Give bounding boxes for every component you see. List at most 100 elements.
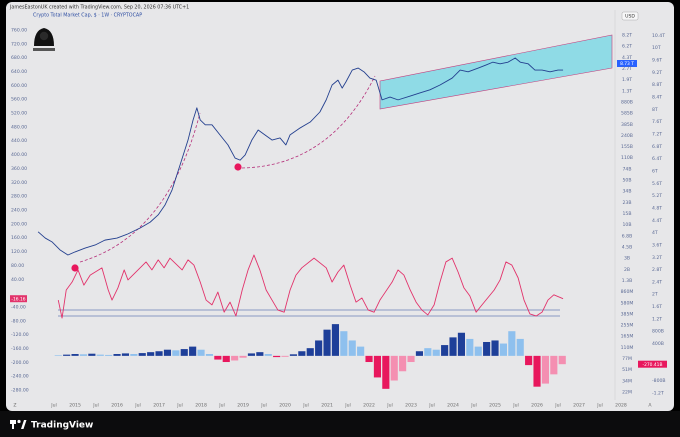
price-scale-label: 77M	[622, 356, 632, 362]
arc-annotation	[79, 112, 201, 263]
x-tick-label: Jul	[134, 403, 141, 409]
price-label-box	[617, 60, 637, 67]
y2-tick-label: 6.8T	[652, 144, 662, 150]
x-tick-label: 2025	[489, 403, 501, 409]
histogram-bar	[441, 345, 449, 356]
y-tick-label: 280.00	[11, 194, 27, 200]
histogram-bar	[373, 355, 382, 378]
y2-tick-label: 10T	[652, 45, 661, 51]
price-scale-label: 580M	[621, 300, 634, 306]
histogram-bar	[214, 355, 222, 360]
histogram-bar	[306, 348, 314, 356]
histogram-bar	[550, 355, 558, 375]
x-scale-button: A	[648, 403, 652, 409]
price-scale-label: 110B	[621, 155, 633, 161]
x-tick-label: Jul	[386, 403, 393, 409]
y2-tick-label: 5.6T	[652, 181, 662, 187]
histogram-bar	[147, 352, 155, 356]
y-tick-label: -160.00	[11, 346, 29, 352]
y2-tick-label: 400B	[652, 341, 664, 347]
price-scale-label: 860M	[621, 289, 634, 295]
series-last-label: -16.16	[11, 297, 25, 303]
histogram-bar	[357, 346, 365, 356]
y-tick-label: -80.00	[11, 318, 26, 324]
x-tick-label: Jul	[512, 403, 519, 409]
price-scale-label: 110M	[621, 345, 634, 351]
arc-annotation	[241, 75, 376, 169]
y2-tick-label: 10.4T	[652, 33, 665, 39]
x-tick-label: Jul	[260, 403, 267, 409]
histogram-bar	[163, 349, 172, 356]
y-tick-label: 80.00	[11, 263, 24, 269]
chart-title: Crypto Total Market Cap, $ · 1W · CRYPTO…	[33, 13, 142, 19]
histogram-bar	[315, 340, 323, 356]
histogram-bar	[399, 355, 407, 372]
histogram-bar	[525, 355, 533, 366]
y-tick-label: 240.00	[11, 208, 27, 214]
x-tick-label: 2022	[363, 403, 375, 409]
histogram-bar	[256, 352, 264, 356]
histogram-bar	[432, 349, 440, 356]
histogram-bar	[499, 343, 507, 356]
price-scale-label: 1.9T	[622, 77, 632, 83]
price-scale-label: 240B	[621, 133, 633, 139]
series-last-box	[10, 295, 27, 303]
x-tick-label: 2017	[153, 403, 165, 409]
histogram-bar	[340, 331, 348, 356]
y-tick-label: 560.00	[11, 97, 27, 103]
y2-tick-label: 2.4T	[652, 279, 662, 285]
price-scale-label: 6.8B	[622, 233, 632, 239]
histogram-bar	[348, 340, 356, 356]
histogram-bar	[533, 355, 541, 387]
price-scale-label: 2B	[624, 267, 630, 273]
y2-tick-label: -800B	[652, 378, 666, 384]
footer-bar	[0, 411, 680, 437]
price-scale-label: 15B	[623, 211, 632, 217]
histogram-bar	[273, 355, 281, 358]
x-tick-label: 2021	[321, 403, 333, 409]
y2-tick-label: -1.2T	[652, 390, 664, 396]
histogram-bar	[382, 355, 390, 389]
y-tick-label: 160.00	[11, 235, 27, 241]
histogram-bar	[172, 350, 180, 356]
y2-tick-label: 8.4T	[652, 95, 662, 101]
avatar	[33, 28, 55, 51]
histogram-bar	[541, 355, 549, 384]
x-tick-label: Jul	[92, 403, 99, 409]
price-scale-label: 10B	[623, 222, 632, 228]
price-scale-label: 23B	[623, 200, 632, 206]
price-scale-label: 585B	[621, 111, 633, 117]
price-scale-label: 880B	[621, 99, 633, 105]
footer-brand: TradingView	[31, 421, 93, 431]
y-tick-label: -240.00	[11, 374, 29, 380]
histogram-bar	[71, 354, 79, 356]
y2-tick-label: 4T	[652, 230, 658, 236]
y2-tick-label: 1.2T	[652, 316, 662, 322]
histogram-bar	[197, 349, 205, 356]
x-tick-label: Jul	[302, 403, 309, 409]
y-tick-label: 680.00	[11, 55, 27, 61]
y2-tick-label: 8T	[652, 107, 658, 113]
y2-tick-label: 2T	[652, 292, 658, 298]
price-scale-label: 2.7T	[622, 66, 632, 72]
y-tick-label: 760.00	[11, 27, 27, 33]
histogram-bar	[105, 354, 113, 356]
y-tick-label: 400.00	[11, 152, 27, 158]
histogram-bar	[298, 351, 306, 356]
x-tick-label: 2016	[111, 403, 123, 409]
x-tick-label: Jul	[218, 403, 225, 409]
y-tick-label: 440.00	[11, 138, 27, 144]
price-scale-label: 1.3T	[622, 88, 632, 94]
price-scale-label: 50B	[623, 178, 632, 184]
y2-tick-label: 7.6T	[652, 119, 662, 125]
histogram-bar	[138, 353, 146, 356]
x-tick-label: Jul	[176, 403, 183, 409]
y-tick-label: 720.00	[11, 41, 27, 47]
histogram-bar	[483, 341, 491, 356]
histogram-bar	[231, 355, 239, 361]
y-tick-label: 600.00	[11, 83, 27, 89]
price-scale-label: 34B	[623, 189, 632, 195]
x-tick-label: 2026	[531, 403, 543, 409]
